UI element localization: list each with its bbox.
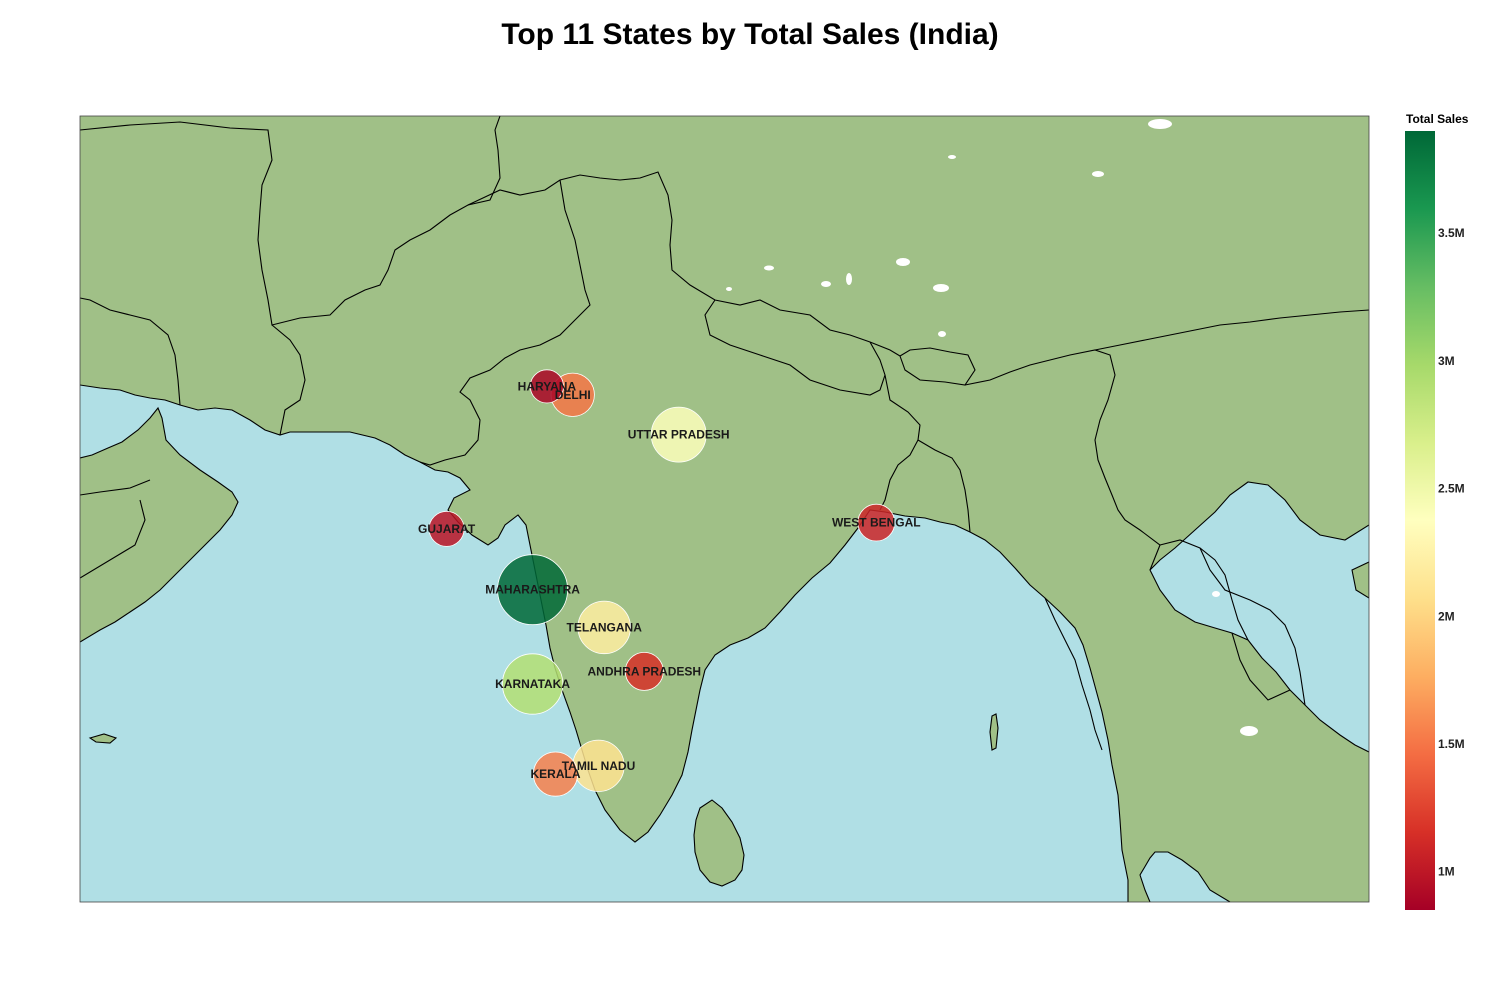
state-label: KERALA xyxy=(531,767,581,781)
colorbar-tick-label: 3M xyxy=(1438,354,1455,368)
colorbar-gradient xyxy=(1405,131,1435,910)
landmass-arabia xyxy=(80,408,238,642)
chart-title: Top 11 States by Total Sales (India) xyxy=(501,18,999,51)
state-label: HARYANA xyxy=(518,379,577,393)
state-labels: MAHARASHTRA KARNATAKA UTTAR PRADESH TELANGA… xyxy=(418,379,921,781)
colorbar-title: Total Sales xyxy=(1406,112,1469,126)
colorbar-tick-label: 3.5M xyxy=(1438,226,1465,240)
colorbar-ticks: 1M 1.5M 2M 2.5M 3M 3.5M xyxy=(1438,226,1465,879)
state-bubble[interactable] xyxy=(428,511,465,547)
country-borders xyxy=(80,116,1369,902)
land-masses xyxy=(80,116,1369,902)
state-bubble[interactable] xyxy=(650,406,707,463)
state-bubble[interactable] xyxy=(533,751,579,797)
colorbar-tick-label: 1M xyxy=(1438,865,1455,879)
state-bubble[interactable] xyxy=(577,600,631,655)
state-label: TELANGANA xyxy=(567,620,643,634)
map-area[interactable]: MAHARASHTRA KARNATAKA UTTAR PRADESH TELANGA… xyxy=(80,116,1369,902)
state-label: UTTAR PRADESH xyxy=(628,428,730,442)
colorbar: Total Sales 1M 1.5M 2M 2.5M 3M 3.5M xyxy=(1405,112,1469,910)
state-bubble[interactable] xyxy=(529,369,564,404)
state-label: TAMIL NADU xyxy=(562,759,636,773)
colorbar-tick-label: 2.5M xyxy=(1438,482,1465,496)
colorbar-tick-label: 2M xyxy=(1438,609,1455,623)
state-label: GUJARAT xyxy=(418,522,476,536)
colorbar-tick-label: 1.5M xyxy=(1438,737,1465,751)
state-label: DELHI xyxy=(555,388,591,402)
state-label: MAHARASHTRA xyxy=(485,583,580,597)
lakes xyxy=(726,119,1258,736)
state-label: ANDHRA PRADESH xyxy=(588,664,702,678)
state-bubbles xyxy=(428,369,896,797)
state-bubble[interactable] xyxy=(501,653,564,715)
landmass-asia xyxy=(80,116,1369,902)
state-bubble[interactable] xyxy=(624,652,664,691)
state-bubble[interactable] xyxy=(857,503,896,542)
map-frame xyxy=(79,115,1370,903)
landmass-andaman xyxy=(990,714,998,750)
state-label: KARNATAKA xyxy=(495,677,570,691)
state-label: WEST BENGAL xyxy=(832,516,921,530)
state-bubble[interactable] xyxy=(497,554,568,626)
